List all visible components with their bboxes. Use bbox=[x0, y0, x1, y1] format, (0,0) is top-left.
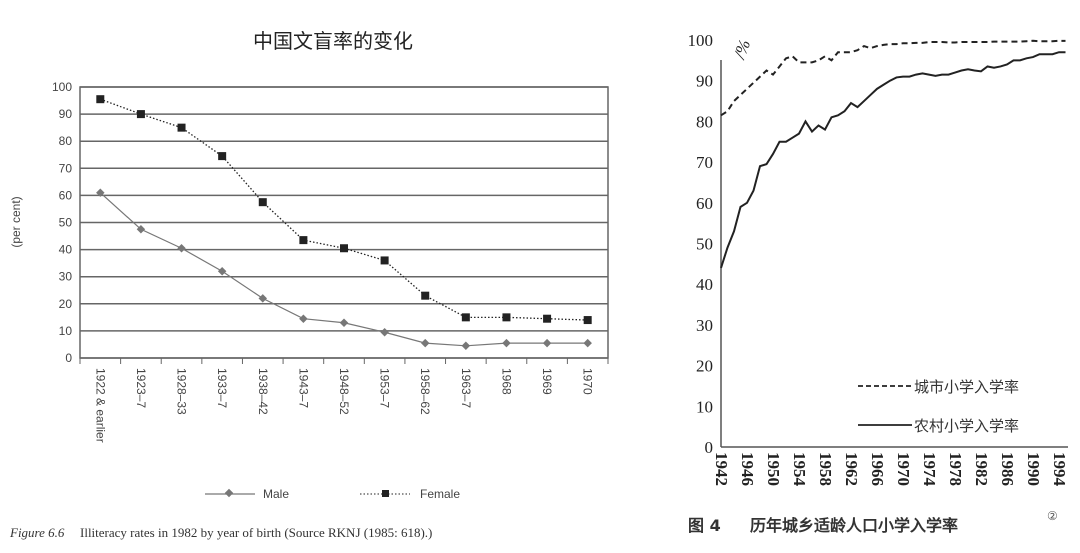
x-tick-label: 1954 bbox=[790, 452, 809, 487]
right-caption-note: ② bbox=[1047, 509, 1058, 523]
female-marker bbox=[136, 110, 145, 119]
female-marker bbox=[218, 152, 227, 161]
male-marker bbox=[96, 188, 105, 197]
male-marker bbox=[299, 314, 308, 323]
right-y-axis-label: /% bbox=[730, 37, 755, 62]
y-tick-label: 40 bbox=[696, 275, 713, 294]
left-caption: Illiteracy rates in 1982 by year of birt… bbox=[80, 525, 432, 540]
left-y-axis-label: (per cent) bbox=[9, 196, 23, 247]
y-tick-label: 0 bbox=[705, 438, 714, 457]
x-tick-label: 1968 bbox=[499, 368, 513, 395]
x-tick-label: 1953–7 bbox=[378, 368, 392, 408]
female-marker bbox=[258, 198, 267, 207]
male-marker bbox=[258, 294, 268, 303]
male-marker bbox=[339, 318, 349, 328]
x-tick-label: 1974 bbox=[920, 452, 939, 487]
x-tick-label: 1922 & earlier bbox=[93, 368, 107, 443]
male-marker bbox=[542, 338, 552, 348]
x-tick-label: 1986 bbox=[998, 452, 1017, 486]
urban-enrollment-line bbox=[720, 39, 1066, 117]
male-marker bbox=[420, 338, 430, 348]
legend-rural-label: 农村小学入学率 bbox=[914, 417, 1019, 435]
y-tick-label: 50 bbox=[696, 235, 713, 254]
y-tick-label: 0 bbox=[65, 351, 72, 365]
legend-urban-label: 城市小学入学率 bbox=[914, 378, 1019, 396]
right-chart: 0 10 20 30 40 50 60 70 80 90 100 1942 1946 1950 1954 19… bbox=[688, 31, 1070, 487]
right-caption: 历年城乡适龄人口小学入学率 bbox=[750, 516, 958, 535]
y-tick-label: 10 bbox=[59, 324, 73, 338]
x-tick-label: 1963–7 bbox=[459, 368, 473, 408]
x-tick-label: 1943–7 bbox=[296, 368, 310, 408]
y-tick-label: 70 bbox=[696, 153, 713, 172]
y-tick-label: 100 bbox=[688, 31, 714, 50]
male-marker bbox=[136, 225, 146, 234]
x-tick-label: 1928–33 bbox=[175, 368, 189, 415]
y-tick-label: 90 bbox=[696, 72, 713, 91]
y-tick-label: 20 bbox=[696, 357, 713, 376]
female-marker bbox=[421, 291, 430, 300]
female-marker bbox=[177, 123, 186, 132]
legend-female-label: Female bbox=[420, 487, 460, 501]
x-tick-label: 1982 bbox=[972, 452, 991, 486]
female-marker bbox=[380, 256, 389, 265]
y-tick-label: 80 bbox=[59, 134, 73, 148]
y-tick-label: 100 bbox=[52, 80, 72, 94]
male-marker bbox=[380, 328, 389, 337]
x-tick-label: 1933–7 bbox=[215, 368, 229, 408]
y-tick-label: 10 bbox=[696, 397, 713, 416]
female-marker bbox=[543, 314, 552, 323]
female-marker bbox=[502, 313, 511, 322]
female-marker bbox=[299, 236, 308, 245]
x-tick-label: 1970 bbox=[581, 368, 595, 395]
y-tick-label: 50 bbox=[59, 216, 73, 230]
legend-male-marker bbox=[224, 488, 234, 498]
x-tick-label: 1969 bbox=[540, 368, 554, 395]
male-marker bbox=[177, 244, 186, 253]
y-tick-label: 80 bbox=[696, 112, 713, 131]
right-caption-label: 图 4 bbox=[688, 516, 721, 535]
y-tick-label: 30 bbox=[59, 270, 73, 284]
x-tick-label: 1958–62 bbox=[418, 368, 432, 415]
female-marker bbox=[96, 95, 105, 104]
legend-male-label: Male bbox=[263, 487, 289, 501]
left-chart: 0 10 20 30 40 50 60 70 80 90 100 1922 & earlier 1923… bbox=[52, 80, 609, 443]
rural-enrollment-line bbox=[720, 51, 1066, 269]
y-tick-label: 40 bbox=[59, 243, 73, 257]
left-legend: Male Female bbox=[205, 487, 460, 501]
x-tick-label: 1923–7 bbox=[134, 368, 148, 408]
x-tick-label: 1978 bbox=[946, 452, 965, 486]
x-tick-label: 1962 bbox=[842, 452, 861, 486]
x-tick-label: 1950 bbox=[764, 452, 783, 486]
left-chart-title: 中国文盲率的变化 bbox=[253, 29, 413, 53]
female-marker bbox=[340, 244, 348, 253]
male-marker bbox=[217, 267, 227, 276]
y-tick-label: 20 bbox=[59, 297, 73, 311]
x-tick-label: 1946 bbox=[738, 452, 757, 486]
x-tick-label: 1938–42 bbox=[256, 368, 270, 415]
male-marker bbox=[461, 341, 471, 351]
right-legend: 城市小学入学率 农村小学入学率 bbox=[858, 378, 1019, 435]
x-tick-label: 1966 bbox=[868, 452, 887, 486]
x-tick-label: 1990 bbox=[1024, 452, 1043, 486]
male-marker bbox=[502, 338, 511, 348]
y-tick-label: 90 bbox=[59, 107, 73, 121]
x-tick-label: 1958 bbox=[816, 452, 835, 486]
left-caption-label: Figure 6.6 bbox=[9, 525, 65, 540]
x-tick-label: 1942 bbox=[712, 452, 731, 486]
y-tick-label: 60 bbox=[696, 194, 713, 213]
x-tick-label: 1948–52 bbox=[337, 368, 351, 415]
male-marker bbox=[583, 338, 592, 348]
legend-female-marker bbox=[382, 490, 389, 497]
female-marker bbox=[583, 316, 592, 325]
x-tick-label: 1970 bbox=[894, 452, 913, 486]
y-tick-label: 70 bbox=[59, 161, 73, 175]
y-tick-label: 60 bbox=[59, 188, 73, 202]
x-tick-label: 1994 bbox=[1050, 452, 1069, 487]
series-line-female bbox=[100, 98, 588, 321]
y-tick-label: 30 bbox=[696, 316, 713, 335]
female-marker bbox=[461, 313, 470, 322]
